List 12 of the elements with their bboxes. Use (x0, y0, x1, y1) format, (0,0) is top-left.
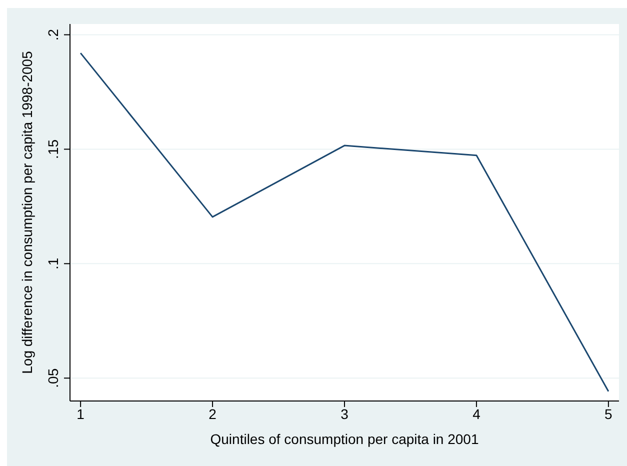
x-tick-label: 2 (208, 406, 217, 422)
y-tick-label: .1 (45, 258, 61, 270)
y-tick-label: .05 (45, 368, 61, 388)
line-series (80, 52, 610, 392)
x-axis-title: Quintiles of consumption per capita in 2001 (210, 431, 479, 447)
y-tick-label: .2 (45, 28, 61, 41)
x-tick-label: 3 (340, 406, 349, 422)
x-tick-label: 5 (604, 406, 613, 422)
y-tick-label: .15 (45, 139, 61, 159)
x-tick-label: 4 (472, 406, 481, 422)
y-axis-title: Log difference in consumption per capita 1998-2005 (18, 50, 35, 374)
x-tick-label: 1 (76, 406, 85, 422)
